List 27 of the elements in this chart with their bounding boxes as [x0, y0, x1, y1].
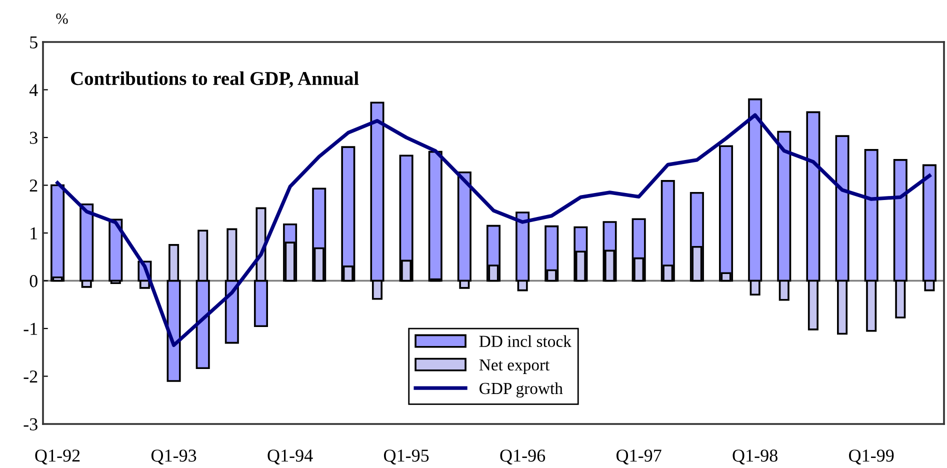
y-tick-label: 5: [30, 36, 38, 48]
bar: [428, 150, 442, 282]
bar: [108, 218, 123, 282]
x-tick-label: Q1-92: [35, 450, 80, 464]
y-tick-label: -3: [24, 418, 38, 430]
x-tick-label: Q1-99: [849, 450, 894, 464]
x-tick-label: Q1-94: [268, 450, 313, 464]
y-axis-title: %: [56, 14, 68, 24]
text: Contributions to real GDP, Annual: [70, 71, 359, 88]
y-tick-label: 2: [30, 180, 38, 192]
x-tick-label: Q1-93: [151, 450, 196, 464]
y-tick-label: 4: [29, 84, 38, 96]
x-tick-label: Q1-96: [500, 450, 546, 464]
bar: [50, 184, 65, 282]
y-tick-label: 0: [30, 275, 38, 288]
legend-label: GDP growth: [480, 382, 563, 398]
x-tick-label: Q1-97: [616, 450, 662, 464]
legend-label: DD incl stock: [479, 335, 572, 348]
x-tick-label: Q1-95: [384, 450, 429, 464]
y-tick-label: -1: [24, 322, 38, 335]
y-tick-label: 1: [30, 227, 38, 240]
legend-label: Net export: [479, 359, 550, 374]
line-series: [56, 113, 932, 348]
y-tick-label: 3: [30, 132, 38, 144]
y-tick-label: -2: [24, 370, 38, 383]
bar: [719, 145, 734, 282]
x-tick-label: Q1-98: [732, 450, 778, 464]
